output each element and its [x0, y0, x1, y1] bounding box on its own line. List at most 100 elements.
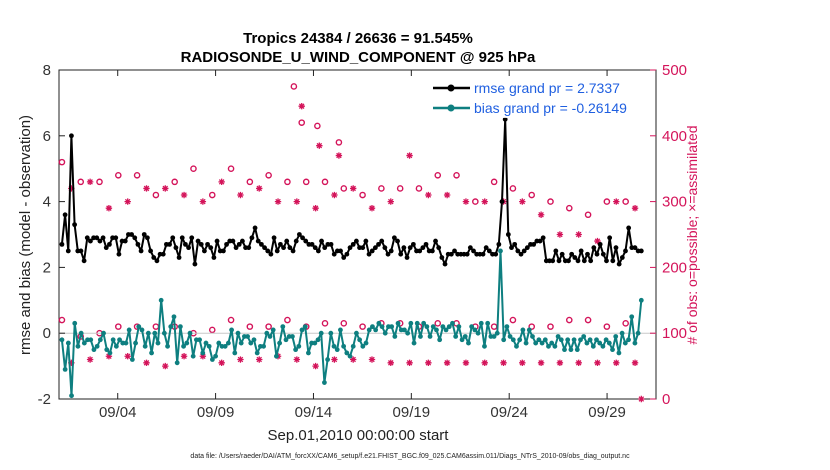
bias-point — [459, 337, 465, 343]
assimilated-count-marker — [105, 204, 113, 212]
y2-tick-label: 400 — [662, 128, 687, 145]
assimilated-count-marker — [86, 356, 94, 363]
bias-point — [88, 337, 94, 343]
possible-count-marker — [396, 185, 404, 192]
rmse-point — [550, 258, 556, 264]
rmse-point — [379, 238, 385, 244]
rmse-point — [515, 248, 521, 254]
bias-point — [526, 327, 532, 333]
assimilated-count-marker — [638, 395, 645, 403]
bias-point — [584, 340, 590, 346]
rmse-point — [103, 245, 109, 251]
rmse-point — [512, 241, 518, 247]
bias-point — [469, 324, 475, 330]
possible-count-marker — [528, 323, 536, 330]
chart-title-line2: RADIOSONDE_U_WIND_COMPONENT @ 925 hPa — [181, 49, 536, 66]
rmse-point — [493, 251, 499, 257]
rmse-point — [575, 258, 581, 264]
bias-point — [302, 324, 308, 330]
bias-point — [485, 320, 491, 326]
bias-point — [360, 343, 366, 349]
rmse-point — [69, 133, 74, 139]
rmse-point — [265, 248, 271, 254]
bias-point — [107, 350, 113, 356]
possible-count-marker — [227, 165, 235, 172]
assimilated-count-marker — [481, 359, 488, 367]
bias-point — [174, 360, 180, 366]
rmse-point — [521, 248, 527, 254]
bias-series — [59, 248, 644, 399]
rmse-point — [59, 241, 65, 247]
possible-count-marker — [290, 83, 298, 90]
bias-point — [277, 340, 283, 346]
bias-point — [376, 320, 382, 326]
bias-point — [254, 350, 260, 356]
bias-point — [203, 340, 209, 346]
bias-point — [344, 350, 350, 356]
rmse-point — [464, 251, 470, 257]
bias-point — [155, 340, 161, 346]
possible-count-marker — [547, 323, 554, 330]
bias-point — [145, 330, 151, 336]
rmse-point — [249, 235, 255, 241]
possible-count-marker — [359, 191, 366, 199]
bias-point — [597, 340, 603, 346]
bias-point — [113, 343, 119, 349]
rmse-point — [129, 232, 134, 237]
legend-bias-marker — [447, 104, 455, 112]
possible-count-marker — [298, 119, 306, 126]
bias-point — [101, 330, 106, 336]
possible-count-marker — [58, 316, 66, 324]
possible-count-marker — [314, 122, 321, 130]
rmse-point — [607, 235, 613, 241]
chart-title-line1: Tropics 24384 / 26636 = 91.545% — [243, 30, 473, 47]
y-tick-label: -2 — [38, 391, 51, 408]
assimilated-count-marker — [124, 353, 131, 360]
possible-count-marker — [340, 320, 348, 327]
assimilated-count-marker — [199, 353, 207, 360]
bias-point — [354, 330, 359, 336]
rmse-point — [116, 251, 122, 257]
rmse-point — [167, 241, 172, 247]
rmse-point — [236, 241, 242, 247]
assimilated-count-marker — [631, 359, 639, 367]
assimilated-count-marker — [556, 359, 564, 367]
possible-count-marker — [115, 323, 122, 330]
rmse-point — [471, 248, 476, 254]
rmse-point — [246, 245, 252, 251]
assimilated-count-marker — [124, 198, 131, 205]
bias-point — [379, 324, 385, 330]
assimilated-count-marker — [462, 359, 470, 367]
bias-point — [91, 347, 97, 353]
bias-point — [232, 350, 238, 356]
rmse-point — [496, 241, 502, 247]
bias-point — [568, 347, 574, 353]
rmse-point — [160, 251, 166, 257]
bias-point — [94, 343, 100, 349]
rmse-point — [296, 232, 302, 237]
bias-point — [405, 330, 411, 336]
assimilated-count-marker — [406, 152, 413, 159]
bias-point — [283, 337, 289, 343]
bias-point — [216, 340, 222, 346]
rmse-point — [122, 238, 128, 244]
rmse-point — [277, 241, 283, 247]
bias-point — [629, 314, 635, 320]
bias-point — [312, 340, 318, 346]
possible-count-marker — [208, 326, 216, 334]
rmse-point — [186, 245, 191, 251]
bias-point — [552, 343, 558, 349]
rmse-point — [271, 235, 277, 241]
possible-count-marker — [246, 178, 254, 186]
assimilated-count-marker — [575, 231, 582, 238]
bias-point — [357, 337, 363, 343]
rmse-point — [138, 248, 144, 254]
x-tick-label: 09/24 — [490, 404, 528, 421]
rmse-point — [192, 261, 198, 267]
y2-tick-label: 0 — [662, 391, 670, 408]
y-tick-label: 8 — [43, 62, 51, 79]
rmse-point — [148, 248, 153, 254]
possible-count-marker — [265, 323, 272, 330]
bias-point — [133, 340, 138, 346]
rmse-point — [360, 245, 366, 251]
